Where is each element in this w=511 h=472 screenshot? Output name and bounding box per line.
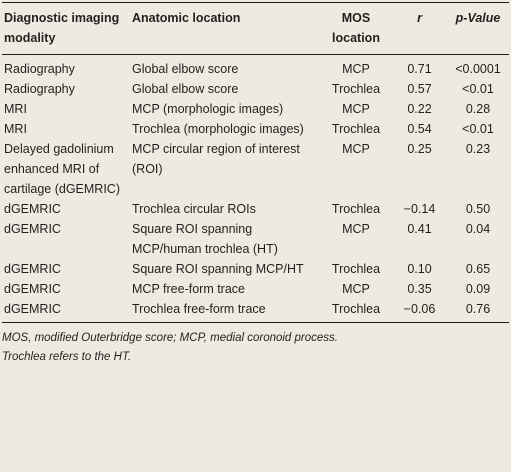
table-cell: MRI [4, 122, 27, 136]
table-cell: Delayed gadolinium enhanced MRI of carti… [4, 142, 120, 196]
table-cell: MCP [342, 282, 370, 296]
table-cell: 0.71 [407, 62, 432, 76]
header-cell: MOS location [332, 11, 380, 45]
header-cell: Diagnostic imaging modality [4, 11, 120, 45]
table-cell: dGEMRIC [4, 262, 61, 276]
table-cell: Global elbow score [132, 62, 239, 76]
table-row: dGEMRIC MCP free-form trace MCP 0.35 0.09 [2, 279, 509, 299]
table-cell: 0.04 [465, 222, 491, 236]
table-cell: 0.54 [407, 122, 432, 136]
table-cell: Trochlea (morphologic images) [132, 122, 304, 136]
table-row: Radiography Global elbow score MCP 0.71 <0.0… [2, 55, 509, 80]
table-cell: MCP free-form trace [132, 282, 245, 296]
table-cell: Trochlea [331, 82, 381, 96]
table-cell: 0.10 [407, 262, 432, 276]
header-row: Diagnostic imaging modality Anatomic loca… [2, 2, 509, 55]
table-cell: MCP [342, 62, 370, 76]
table-row: dGEMRIC Trochlea free-form trace Trochlea −… [2, 299, 509, 323]
table-cell: Trochlea circular ROIs [132, 202, 256, 216]
table-cell: Trochlea [331, 302, 381, 316]
table-cell: 0.76 [465, 302, 491, 316]
data-table: Diagnostic imaging modality Anatomic loca… [2, 2, 509, 323]
table-row: Delayed gadolinium enhanced MRI of carti… [2, 139, 509, 199]
footnotes: MOS, modified Outerbridge score; MCP, me… [2, 329, 511, 367]
table-cell: Trochlea free-form trace [132, 302, 266, 316]
table-cell: MCP circular region of interest (ROI) [132, 142, 300, 176]
table-cell: Trochlea [331, 122, 381, 136]
table-cell: 0.28 [465, 102, 491, 116]
table-cell: MCP [342, 222, 370, 236]
table-cell: 0.25 [407, 142, 432, 156]
table-row: MRI MCP (morphologic images) MCP 0.22 0.28 [2, 99, 509, 119]
table-cell: MCP [342, 102, 370, 116]
table-cell: 0.23 [465, 142, 491, 156]
table-cell: Global elbow score [132, 82, 239, 96]
table-row: Radiography Global elbow score Trochlea 0.5… [2, 79, 509, 99]
table-cell: −0.14 [403, 202, 436, 216]
table-row: dGEMRIC Square ROI spanning MCP/HT Trochle… [2, 259, 509, 279]
table-cell: <0.01 [462, 122, 494, 136]
table-header: Diagnostic imaging modality Anatomic loca… [2, 2, 509, 55]
table-cell: dGEMRIC [4, 302, 61, 316]
table-cell: Trochlea [331, 262, 381, 276]
table-cell: Radiography [4, 82, 75, 96]
table-cell: 0.22 [407, 102, 432, 116]
table-cell: MRI [4, 102, 27, 116]
table-cell: 0.65 [465, 262, 491, 276]
table-cell: dGEMRIC [4, 202, 61, 216]
table-cell: Radiography [4, 62, 75, 76]
footnote: Trochlea refers to the HT. [2, 351, 132, 363]
table-cell: dGEMRIC [4, 282, 61, 296]
table-cell: MCP (morphologic images) [132, 102, 284, 116]
footnote: MOS, modified Outerbridge score; MCP, me… [2, 332, 338, 344]
table-cell: Square ROI spanning MCP/human trochlea (… [132, 222, 278, 256]
table-cell: 0.35 [407, 282, 432, 296]
table-cell: <0.01 [462, 82, 494, 96]
table-cell: 0.41 [407, 222, 432, 236]
table-row: dGEMRIC Trochlea circular ROIs Trochlea −0.… [2, 199, 509, 219]
table-row: dGEMRIC Square ROI spanning MCP/human tro… [2, 219, 509, 259]
table-cell: MCP [342, 142, 370, 156]
table-cell: 0.09 [465, 282, 491, 296]
header-cell: r [417, 11, 422, 25]
table-cell: −0.06 [403, 302, 436, 316]
header-cell: Anatomic location [132, 11, 241, 25]
table-body: Radiography Global elbow score MCP 0.71 <0.0… [2, 55, 509, 323]
table-cell: dGEMRIC [4, 222, 61, 236]
table-cell: 0.50 [465, 202, 491, 216]
table-cell: Trochlea [331, 202, 381, 216]
table-cell: Square ROI spanning MCP/HT [132, 262, 304, 276]
table-cell: <0.0001 [455, 62, 501, 76]
table-cell: 0.57 [407, 82, 432, 96]
table-row: MRI Trochlea (morphologic images) Trochlea… [2, 119, 509, 139]
header-cell: p-Value [455, 11, 501, 25]
